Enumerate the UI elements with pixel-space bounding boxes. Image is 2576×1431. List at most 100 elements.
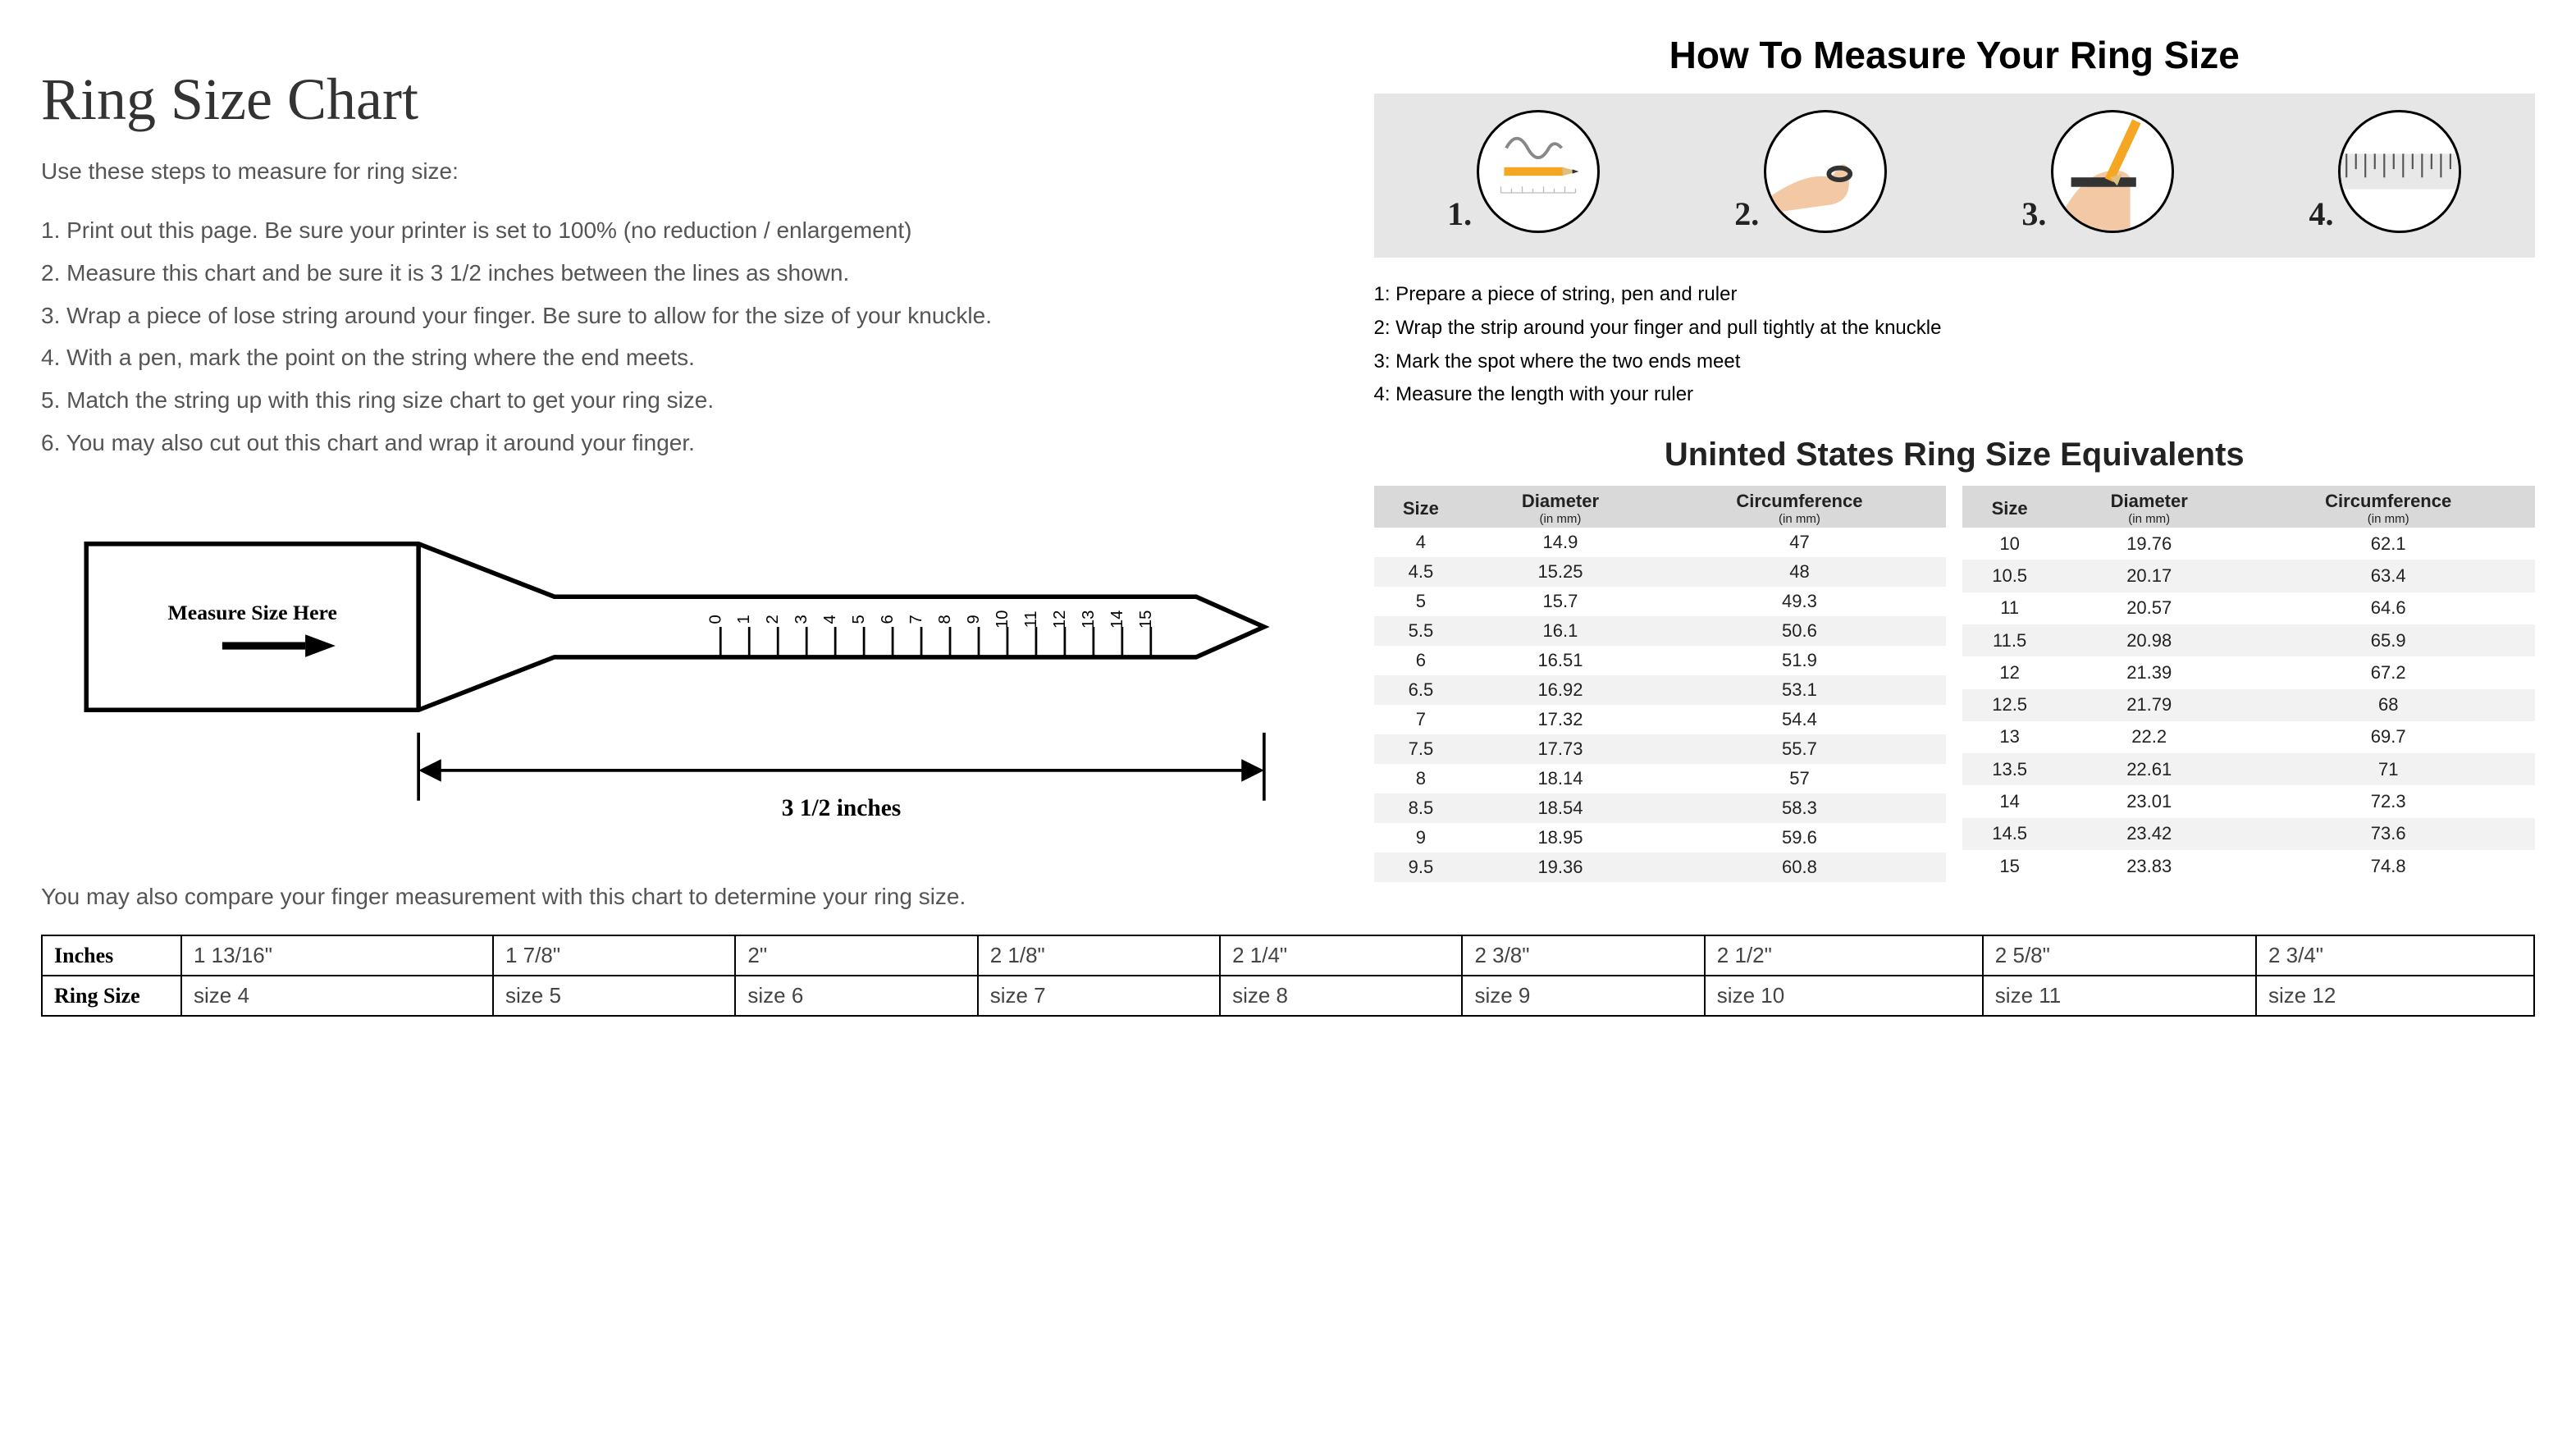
equiv-cell: 57 [1653,764,1947,793]
svg-text:5: 5 [850,615,868,624]
equiv-cell: 5.5 [1374,616,1468,646]
equiv-cell: 53.1 [1653,675,1947,705]
measure-label: Measure Size Here [167,601,336,624]
equiv-row: 1423.0172.3 [1962,785,2535,817]
th-size: Size [1962,486,2057,528]
page-title: Ring Size Chart [41,66,1325,134]
equiv-cell: 60.8 [1653,853,1947,882]
svg-text:4: 4 [821,615,839,624]
span-label: 3 1/2 inches [782,795,902,821]
step2-icon [1764,110,1887,233]
equiv-cell: 69.7 [2241,721,2535,753]
equiv-cell: 16.51 [1468,646,1652,675]
right-column: How To Measure Your Ring Size 1. [1374,33,2536,882]
svg-text:15: 15 [1137,610,1155,629]
row-label-inches: Inches [42,935,181,976]
howto-instruction-line: 3: Mark the spot where the two ends meet [1374,345,2536,379]
compare-intro: You may also compare your finger measure… [41,884,1325,910]
howto-instruction-line: 2: Wrap the strip around your finger and… [1374,312,2536,345]
svg-text:10: 10 [993,610,1012,629]
equiv-cell: 18.95 [1468,823,1652,853]
cell: 2 3/8" [1462,935,1704,976]
equiv-cell: 14.9 [1468,528,1652,557]
equiv-cell: 20.98 [2057,624,2241,656]
svg-text:7: 7 [907,615,925,624]
howto-instructions: 1: Prepare a piece of string, pen and ru… [1374,278,2536,412]
equiv-row: 717.3254.4 [1374,705,1947,734]
equiv-row: 4.515.2548 [1374,557,1947,587]
equiv-cell: 48 [1653,557,1947,587]
cell: 2" [735,935,977,976]
equiv-row: 1221.3967.2 [1962,656,2535,688]
equiv-cell: 4.5 [1374,557,1468,587]
equiv-row: 13.522.6171 [1962,753,2535,785]
equiv-row: 1019.7662.1 [1962,528,2535,560]
step-line: 5. Match the string up with this ring si… [41,379,1325,422]
howto-step-3: 3. [2021,110,2174,233]
svg-text:12: 12 [1051,610,1069,629]
ruler-svg: Measure Size Here 0123456789101112131415… [41,514,1325,831]
equiv-cell: 8 [1374,764,1468,793]
equiv-cell: 65.9 [2241,624,2535,656]
equiv-cell: 5 [1374,587,1468,616]
compare-row-size: Ring Size size 4 size 5 size 6 size 7 si… [42,976,2534,1016]
equiv-cell: 20.17 [2057,560,2241,592]
equiv-cell: 16.1 [1468,616,1652,646]
th-circ: Circumference(in mm) [2241,486,2535,528]
th-diameter: Diameter(in mm) [1468,486,1652,528]
equiv-row: 12.521.7968 [1962,689,2535,721]
equiv-cell: 21.79 [2057,689,2241,721]
equiv-row: 9.519.3660.8 [1374,853,1947,882]
step4-icon [2338,110,2461,233]
equiv-cell: 15.25 [1468,557,1652,587]
cell: size 7 [978,976,1220,1016]
th-size: Size [1374,486,1468,528]
equiv-cell: 20.57 [2057,592,2241,624]
equiv-cell: 13 [1962,721,2057,753]
step-num: 3. [2021,194,2046,233]
equiv-row: 1120.5764.6 [1962,592,2535,624]
equiv-cell: 4 [1374,528,1468,557]
step-line: 4. With a pen, mark the point on the str… [41,336,1325,379]
equiv-cell: 71 [2241,753,2535,785]
equiv-cell: 14.5 [1962,818,2057,850]
cell: 2 5/8" [1983,935,2256,976]
equiv-row: 1322.269.7 [1962,721,2535,753]
svg-text:0: 0 [706,615,724,624]
equiv-cell: 17.32 [1468,705,1652,734]
equiv-cell: 15 [1962,850,2057,882]
equiv-row: 8.518.5458.3 [1374,793,1947,823]
steps-list: 1. Print out this page. Be sure your pri… [41,209,1325,464]
equiv-cell: 15.7 [1468,587,1652,616]
equiv-row: 14.523.4273.6 [1962,818,2535,850]
ruler-diagram: Measure Size Here 0123456789101112131415… [41,514,1325,835]
equiv-cell: 14 [1962,785,2057,817]
equiv-row: 515.749.3 [1374,587,1947,616]
equiv-cell: 54.4 [1653,705,1947,734]
equiv-row: 616.5151.9 [1374,646,1947,675]
equiv-cell: 10.5 [1962,560,2057,592]
howto-instruction-line: 4: Measure the length with your ruler [1374,378,2536,412]
equiv-cell: 19.36 [1468,853,1652,882]
th-circ: Circumference(in mm) [1653,486,1947,528]
cell: size 11 [1983,976,2256,1016]
equiv-cell: 23.01 [2057,785,2241,817]
compare-row-inches: Inches 1 13/16" 1 7/8" 2" 2 1/8" 2 1/4" … [42,935,2534,976]
equiv-cell: 6.5 [1374,675,1468,705]
equiv-row: 11.520.9865.9 [1962,624,2535,656]
equiv-row: 1523.8374.8 [1962,850,2535,882]
cell: 2 1/2" [1705,935,1983,976]
cell: 1 13/16" [181,935,493,976]
equiv-cell: 58.3 [1653,793,1947,823]
equiv-cell: 22.2 [2057,721,2241,753]
svg-text:11: 11 [1022,610,1040,628]
equiv-cell: 9 [1374,823,1468,853]
equiv-row: 414.947 [1374,528,1947,557]
equiv-cell: 50.6 [1653,616,1947,646]
equiv-cell: 8.5 [1374,793,1468,823]
equiv-cell: 9.5 [1374,853,1468,882]
left-column: Ring Size Chart Use these steps to measu… [41,33,1325,926]
equiv-cell: 55.7 [1653,734,1947,764]
equiv-cell: 64.6 [2241,592,2535,624]
equiv-cell: 68 [2241,689,2535,721]
